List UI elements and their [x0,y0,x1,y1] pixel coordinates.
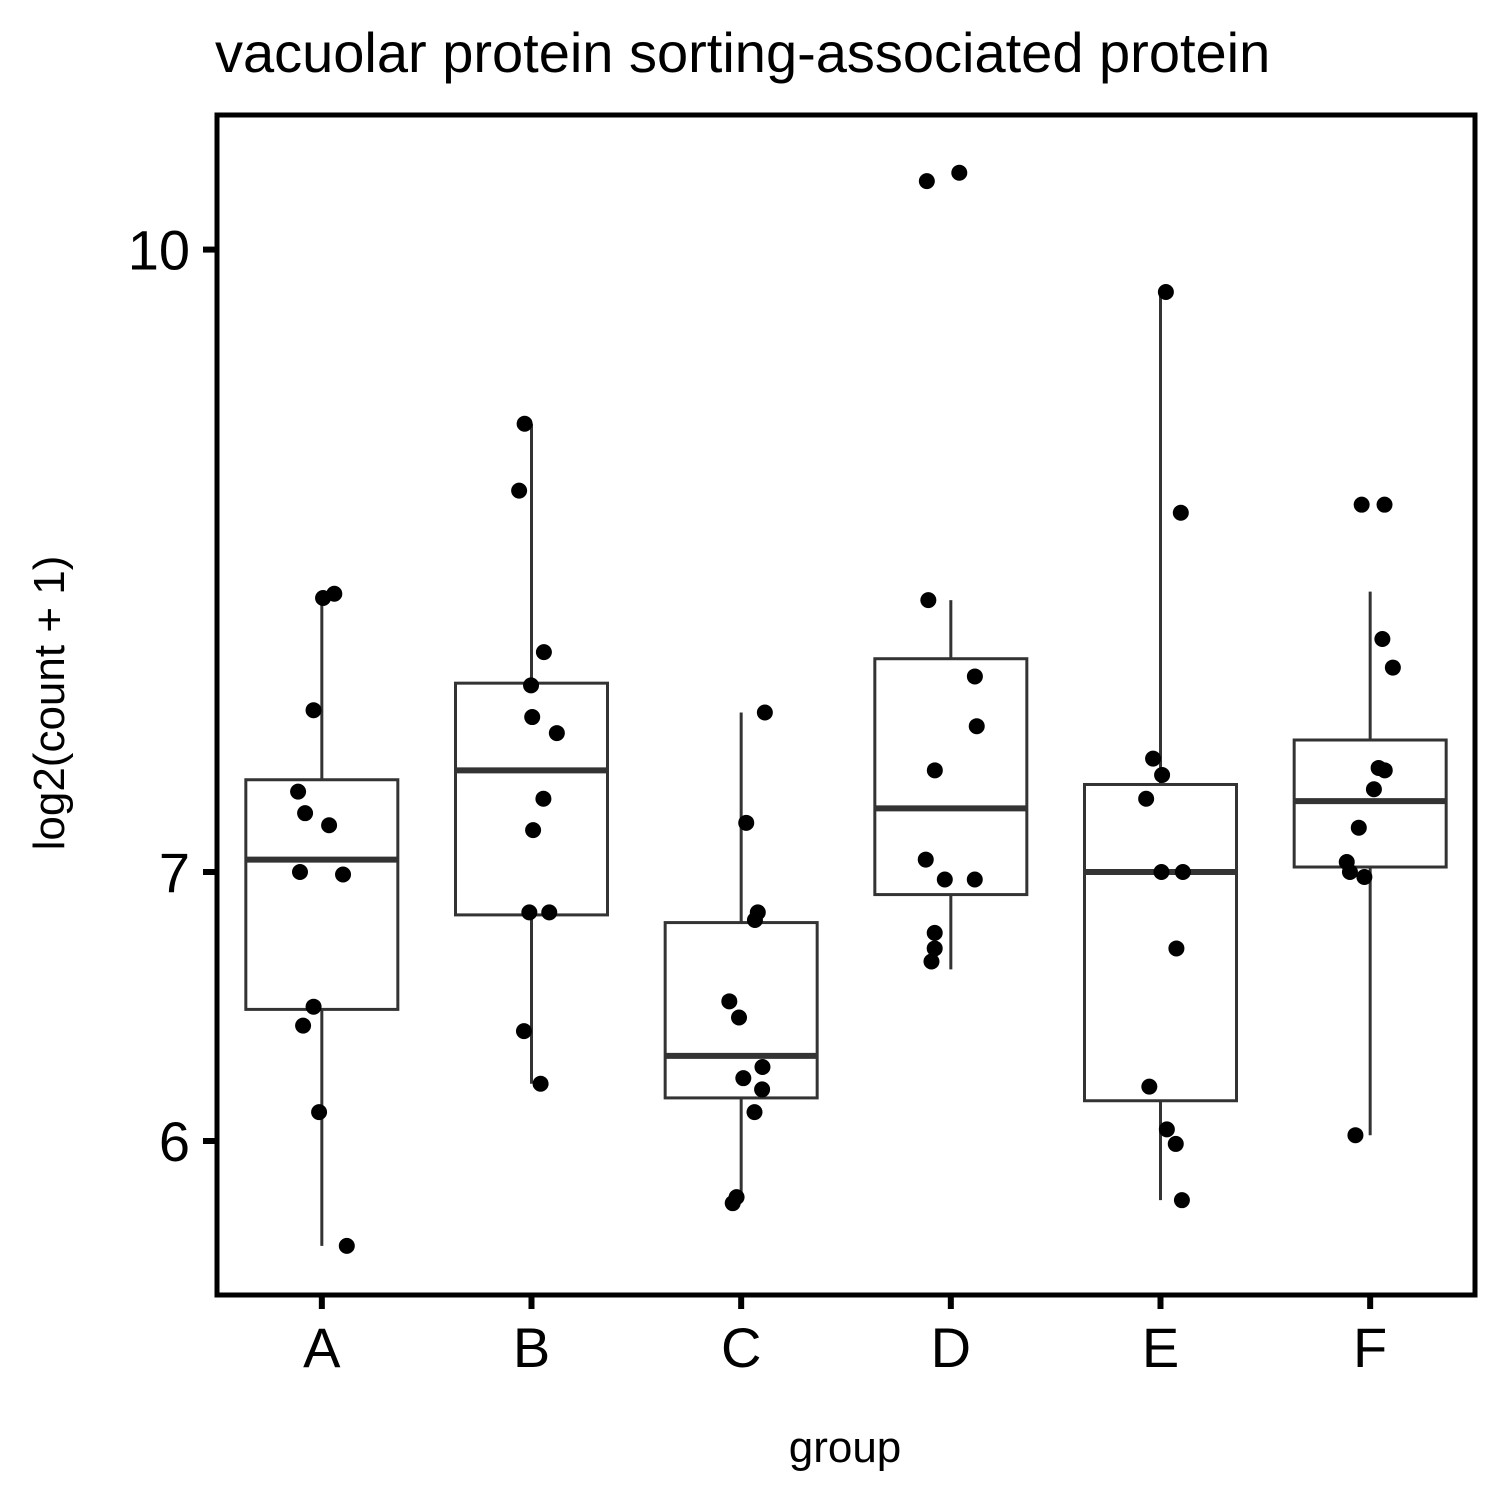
x-tick-label-F: F [1353,1316,1387,1379]
data-point-B-10 [515,1023,532,1040]
data-point-C-11 [724,1195,741,1212]
data-point-E-9 [1158,1121,1175,1138]
data-point-B-2 [535,644,552,661]
data-point-C-9 [746,1104,763,1121]
data-point-D-10 [926,940,943,957]
data-point-C-4 [721,993,738,1010]
data-point-B-5 [548,725,565,742]
data-point-A-9 [295,1017,312,1034]
data-point-E-11 [1173,1192,1190,1209]
data-point-C-0 [756,704,773,721]
box-group-E [1083,291,1238,1201]
data-point-B-8 [521,904,538,921]
data-point-B-9 [541,904,558,921]
data-point-B-11 [532,1075,549,1092]
data-point-E-4 [1138,790,1155,807]
chart-title: vacuolar protein sorting-associated prot… [215,21,1270,84]
data-point-F-7 [1350,819,1367,836]
x-axis-label: group [789,1423,902,1472]
data-point-D-9 [926,924,943,941]
data-point-F-10 [1356,868,1373,885]
box-group-F [1292,591,1448,1136]
data-point-D-4 [968,718,985,735]
data-point-F-11 [1347,1127,1364,1144]
x-tick-label-C: C [721,1316,761,1379]
data-point-E-10 [1167,1135,1184,1152]
data-point-E-1 [1172,504,1189,521]
data-point-B-0 [516,415,533,432]
data-point-E-7 [1168,940,1185,957]
data-point-C-5 [731,1009,748,1026]
x-tick-label-D: D [931,1316,971,1379]
data-point-A-4 [297,805,314,822]
plot-frame [214,112,1478,1298]
data-point-E-6 [1174,864,1191,880]
box-group-C [663,712,819,1201]
data-point-C-7 [735,1070,752,1087]
box-group-B [454,423,609,1084]
data-point-F-2 [1374,630,1391,647]
data-point-B-6 [535,790,552,807]
box-D [873,657,1029,897]
data-point-F-3 [1384,659,1401,676]
x-tick-label-A: A [303,1316,341,1379]
data-point-A-8 [305,998,322,1015]
data-point-F-1 [1376,496,1393,513]
data-point-D-8 [936,871,953,888]
data-point-F-5 [1376,762,1393,779]
plot-area [203,164,1448,1309]
box-group-A [244,593,400,1246]
data-point-B-3 [523,677,540,694]
x-tick-label-E: E [1142,1316,1179,1379]
box-A [244,778,400,1011]
data-point-B-1 [511,482,528,499]
data-point-E-2 [1145,750,1162,767]
y-tick-label-7: 7 [159,841,190,904]
x-tick-label-B: B [513,1316,550,1379]
data-point-D-11 [923,953,940,970]
data-point-F-6 [1365,781,1382,798]
data-point-E-5 [1153,864,1170,880]
data-point-D-3 [966,668,983,685]
data-point-A-3 [290,783,307,800]
data-point-F-0 [1353,496,1370,513]
data-point-F-9 [1341,864,1358,880]
box-E [1083,782,1238,1103]
data-point-C-6 [754,1058,771,1075]
data-point-D-1 [918,173,935,190]
y-tick-label-10: 10 [128,219,190,282]
data-point-D-2 [920,592,937,609]
data-point-D-7 [966,871,983,888]
data-point-A-6 [291,864,308,880]
box-group-D [873,600,1029,970]
data-point-A-2 [305,702,322,719]
data-point-D-6 [917,851,934,868]
data-point-D-0 [951,164,968,181]
data-point-C-8 [754,1081,771,1098]
data-point-A-5 [321,817,338,834]
data-point-E-8 [1141,1078,1158,1095]
data-point-B-4 [524,709,541,726]
data-point-E-3 [1154,767,1171,784]
data-point-C-1 [738,814,755,831]
data-point-A-10 [311,1104,328,1121]
data-point-B-7 [525,822,542,839]
data-point-A-7 [335,866,352,883]
data-point-D-5 [926,762,943,779]
y-tick-label-6: 6 [159,1110,190,1173]
data-point-C-3 [746,912,763,929]
y-axis-label: log2(count + 1) [25,556,74,851]
data-point-A-1 [315,590,332,607]
data-point-A-11 [338,1237,355,1254]
data-point-E-0 [1157,283,1174,300]
